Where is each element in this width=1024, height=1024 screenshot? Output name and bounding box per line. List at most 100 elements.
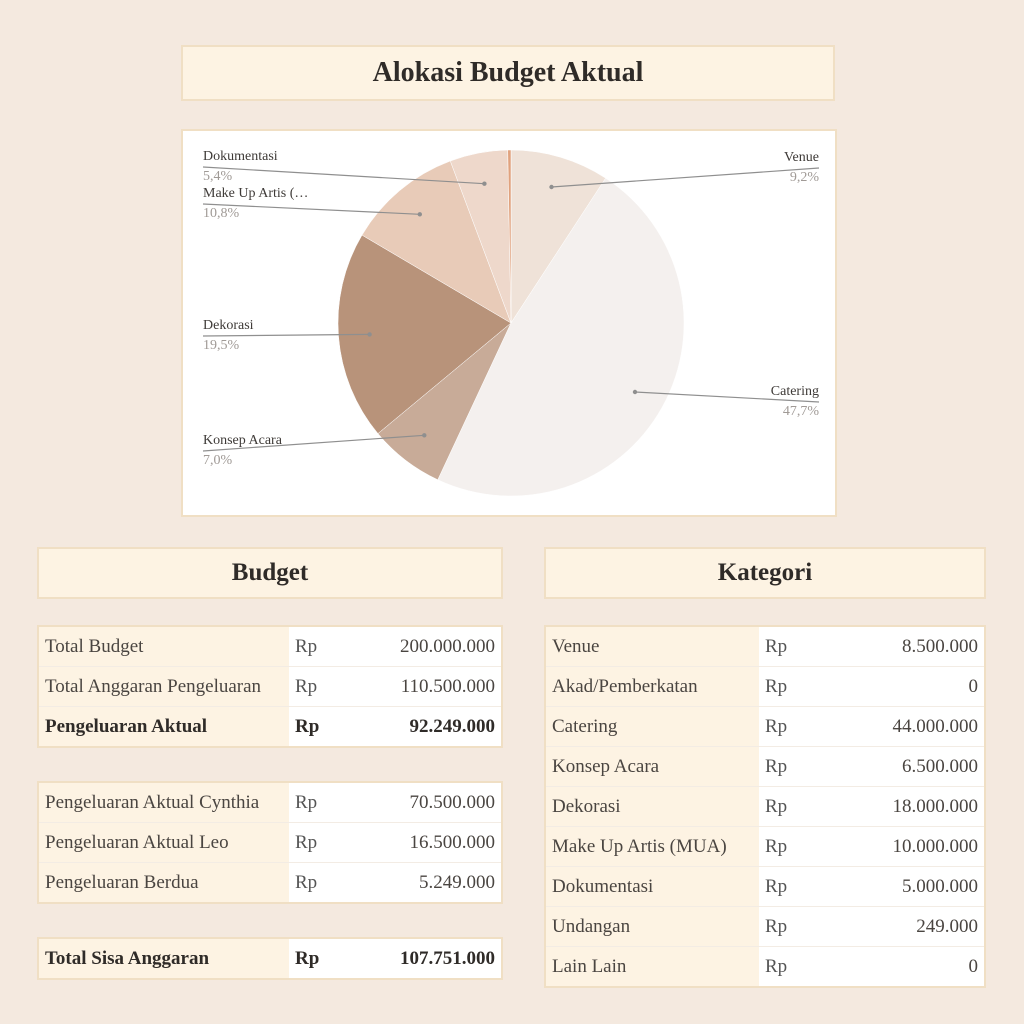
pie-slice-venue — [510, 149, 606, 324]
page-title: Alokasi Budget Aktual — [372, 57, 644, 88]
leader-line-venue — [551, 167, 820, 188]
leader-dot-make-up-artis — [417, 212, 422, 217]
row-label: Venue — [545, 626, 759, 667]
table-row: Undangan Rp 249.000 — [545, 906, 985, 947]
leader-line-make-up-artis — [202, 203, 420, 215]
slice-label-make-up-artis: Make Up Artis (… — [203, 186, 308, 201]
leader-dot-catering — [632, 389, 638, 395]
slice-percent-make-up-artis: 10,8% — [203, 206, 240, 221]
table-row: Total Sisa Anggaran Rp 107.751.000 — [38, 938, 502, 979]
row-value: 10.000.000 — [817, 826, 985, 867]
pie-slice-dekorasi — [337, 234, 512, 434]
row-value: 18.000.000 — [817, 786, 985, 827]
row-value: 70.500.000 — [347, 782, 502, 823]
row-value: 110.500.000 — [347, 666, 502, 707]
row-currency: Rp — [289, 626, 347, 667]
budget-header-label: Budget — [231, 559, 309, 586]
table-row: Total Budget Rp 200.000.000 — [38, 626, 502, 667]
row-label: Pengeluaran Berdua — [38, 862, 289, 903]
kategori-table: Venue Rp 8.500.000 Akad/Pemberkatan Rp 0… — [544, 625, 986, 988]
row-label: Catering — [545, 706, 759, 747]
row-value: 0 — [817, 946, 985, 987]
row-currency: Rp — [289, 782, 347, 823]
leader-dot-venue — [549, 184, 554, 190]
row-label: Lain Lain — [545, 946, 759, 987]
row-currency: Rp — [759, 946, 817, 987]
budget-table-split: Pengeluaran Aktual Cynthia Rp 70.500.000… — [37, 781, 503, 904]
row-label: Pengeluaran Aktual — [38, 706, 289, 747]
table-row: Lain Lain Rp 0 — [545, 946, 985, 987]
budget-table-summary: Total Budget Rp 200.000.000 Total Anggar… — [37, 625, 503, 748]
row-label: Akad/Pemberkatan — [545, 666, 759, 707]
row-currency: Rp — [759, 706, 817, 747]
row-value: 5.249.000 — [347, 862, 502, 903]
row-currency: Rp — [759, 666, 817, 707]
page-title-box: Alokasi Budget Aktual — [181, 45, 835, 101]
row-value: 0 — [817, 666, 985, 707]
table-row: Pengeluaran Berdua Rp 5.249.000 — [38, 862, 502, 903]
pie-chart-container: Venue 9,2% Catering 47,7% Konsep Acara 7,0% De… — [181, 129, 837, 517]
row-currency: Rp — [289, 666, 347, 707]
row-value: 6.500.000 — [817, 746, 985, 787]
pie-slice-undangan — [507, 149, 512, 324]
row-value: 5.000.000 — [817, 866, 985, 907]
row-value: 200.000.000 — [347, 626, 502, 667]
table-row: Konsep Acara Rp 6.500.000 — [545, 746, 985, 787]
leader-dot-dekorasi — [367, 332, 372, 337]
pie-chart: Venue 9,2% Catering 47,7% Konsep Acara 7,0% De… — [202, 149, 820, 497]
table-row: Make Up Artis (MUA) Rp 10.000.000 — [545, 826, 985, 867]
row-label: Total Anggaran Pengeluaran — [38, 666, 289, 707]
budget-table-remaining: Total Sisa Anggaran Rp 107.751.000 — [37, 937, 503, 980]
leader-line-dekorasi — [202, 333, 370, 337]
row-label: Pengeluaran Aktual Leo — [38, 822, 289, 863]
pie-slice-make-up-artis — [361, 160, 512, 324]
row-currency: Rp — [759, 826, 817, 867]
row-value: 44.000.000 — [817, 706, 985, 747]
slice-percent-venue: 9,2% — [790, 170, 820, 185]
row-label: Konsep Acara — [545, 746, 759, 787]
slice-percent-catering: 47,7% — [783, 404, 820, 419]
slice-label-venue: Venue — [784, 150, 819, 165]
row-currency: Rp — [289, 822, 347, 863]
row-value: 249.000 — [817, 906, 985, 947]
slice-percent-dekorasi: 19,5% — [203, 338, 240, 353]
row-currency: Rp — [289, 862, 347, 903]
table-row: Pengeluaran Aktual Cynthia Rp 70.500.000 — [38, 782, 502, 823]
row-currency: Rp — [759, 786, 817, 827]
leader-dot-konsep-acara — [422, 433, 427, 438]
row-label: Pengeluaran Aktual Cynthia — [38, 782, 289, 823]
budget-header: Budget — [37, 547, 503, 599]
table-row: Dokumentasi Rp 5.000.000 — [545, 866, 985, 907]
slice-label-konsep-acara: Konsep Acara — [203, 433, 283, 448]
slice-percent-konsep-acara: 7,0% — [203, 453, 233, 468]
slice-label-dekorasi: Dekorasi — [203, 318, 254, 333]
pie-slice-catering — [437, 177, 685, 497]
slice-label-dokumentasi: Dokumentasi — [203, 149, 278, 164]
row-label: Dokumentasi — [545, 866, 759, 907]
row-currency: Rp — [759, 866, 817, 907]
row-label: Dekorasi — [545, 786, 759, 827]
row-value: 92.249.000 — [347, 706, 502, 747]
row-label: Make Up Artis (MUA) — [545, 826, 759, 867]
kategori-header-label: Kategori — [717, 559, 813, 586]
row-label: Total Budget — [38, 626, 289, 667]
row-label: Total Sisa Anggaran — [38, 938, 289, 979]
table-row: Catering Rp 44.000.000 — [545, 706, 985, 747]
table-row: Dekorasi Rp 18.000.000 — [545, 786, 985, 827]
row-currency: Rp — [289, 706, 347, 747]
row-currency: Rp — [759, 906, 817, 947]
row-currency: Rp — [759, 626, 817, 667]
leader-line-catering — [634, 391, 820, 403]
table-row: Akad/Pemberkatan Rp 0 — [545, 666, 985, 707]
table-row: Pengeluaran Aktual Leo Rp 16.500.000 — [38, 822, 502, 863]
row-label: Undangan — [545, 906, 759, 947]
row-value: 16.500.000 — [347, 822, 502, 863]
leader-dot-dokumentasi — [482, 181, 487, 186]
slice-percent-dokumentasi: 5,4% — [203, 169, 233, 184]
table-row: Total Anggaran Pengeluaran Rp 110.500.00… — [38, 666, 502, 707]
kategori-header: Kategori — [544, 547, 986, 599]
slice-label-catering: Catering — [771, 384, 819, 399]
table-row: Pengeluaran Aktual Rp 92.249.000 — [38, 706, 502, 747]
row-value: 107.751.000 — [347, 938, 502, 979]
row-value: 8.500.000 — [817, 626, 985, 667]
